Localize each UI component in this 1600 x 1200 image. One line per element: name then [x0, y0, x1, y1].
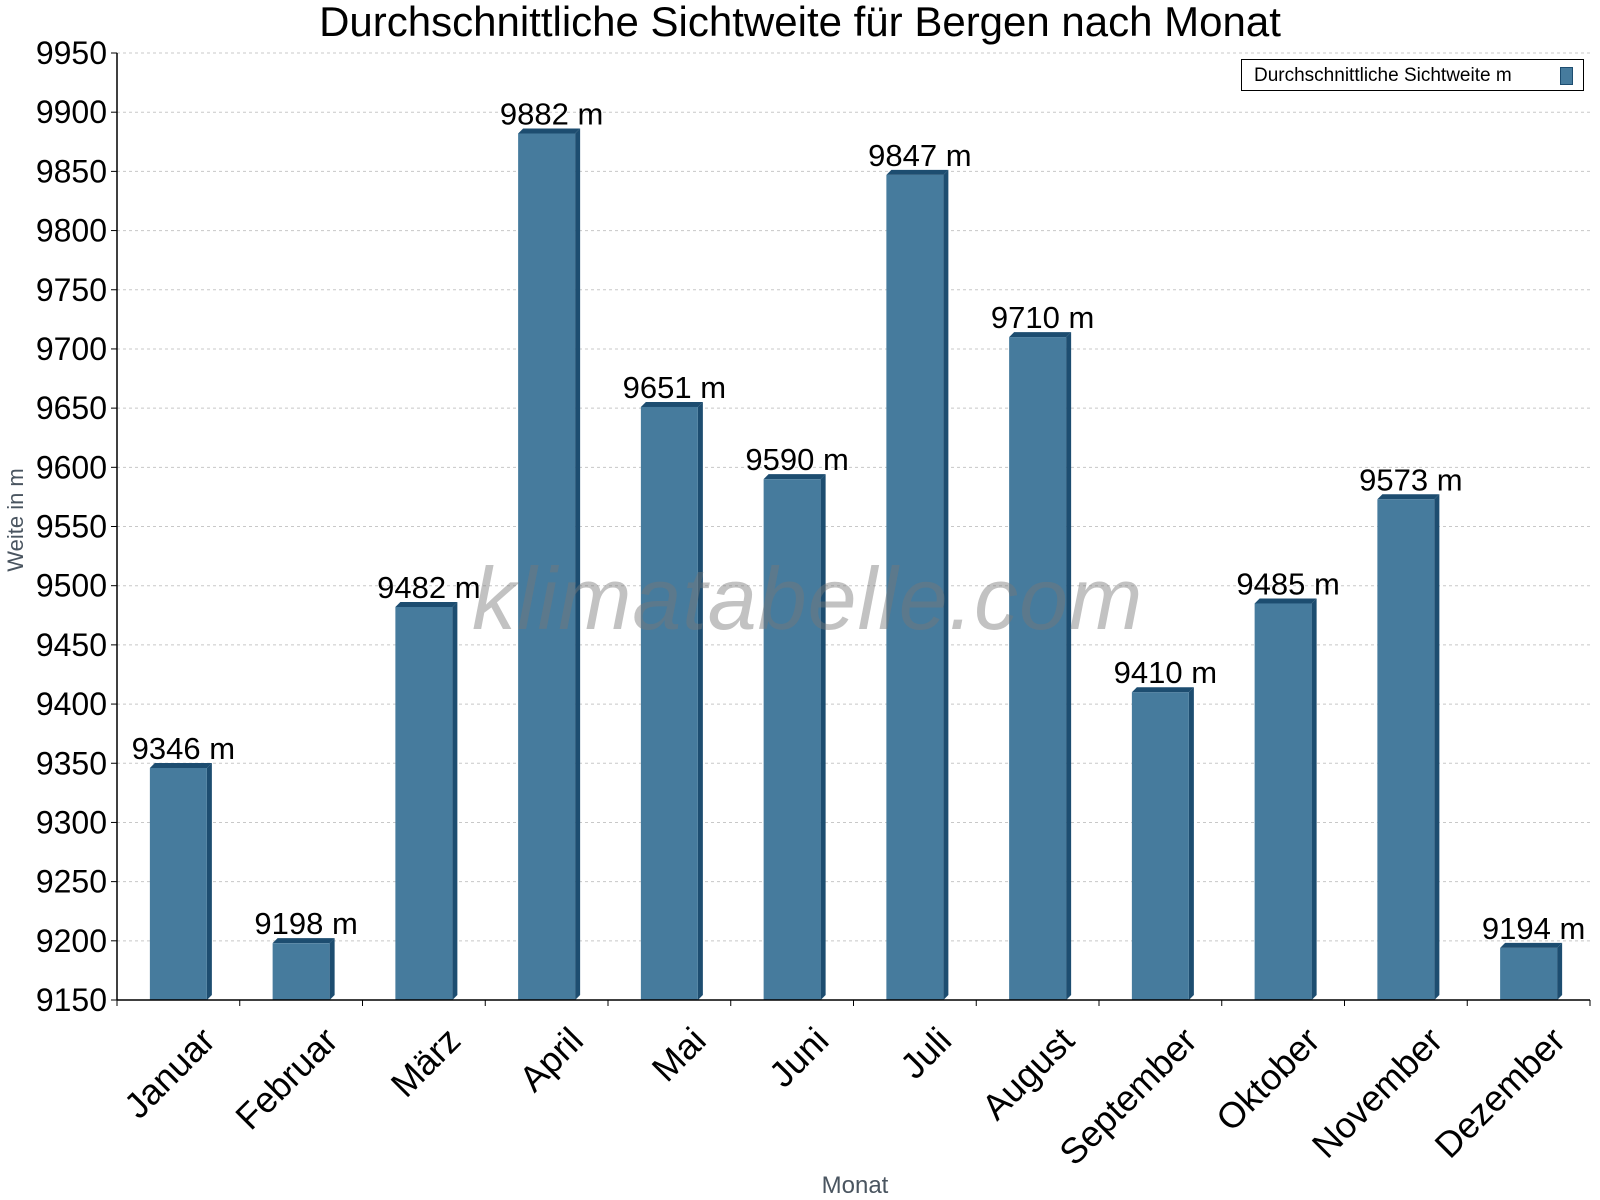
bar-top	[886, 169, 949, 175]
bar-side	[575, 128, 581, 1000]
bar	[1500, 947, 1558, 1000]
bar-side	[697, 401, 703, 1000]
y-tick-label: 9850	[36, 153, 107, 189]
bar-top	[272, 938, 335, 944]
data-label: 9410 m	[1114, 655, 1217, 690]
y-tick-label: 9550	[36, 509, 107, 545]
bar	[272, 943, 330, 1000]
bar-top	[640, 401, 703, 407]
bar-side	[1066, 332, 1072, 1001]
chart-title: Durchschnittliche Sichtweite für Bergen …	[319, 0, 1281, 45]
y-tick-label: 9900	[36, 94, 107, 130]
bar	[1254, 603, 1312, 1000]
bar-side	[1557, 942, 1563, 1000]
y-tick-label: 9150	[36, 982, 107, 1018]
y-tick-label: 9200	[36, 923, 107, 959]
bar-side	[820, 474, 826, 1000]
y-tick-label: 9400	[36, 686, 107, 722]
data-label: 9346 m	[132, 731, 235, 766]
x-tick-label: November	[1304, 1019, 1450, 1165]
y-tick-label: 9950	[36, 35, 107, 71]
x-axis-label: Monat	[821, 1172, 889, 1199]
bar	[1009, 337, 1067, 1001]
y-tick-label: 9800	[36, 213, 107, 249]
y-tick-label: 9600	[36, 449, 107, 485]
legend-swatch	[1560, 67, 1573, 85]
x-tick-label: Januar	[116, 1019, 223, 1126]
bar-side	[452, 601, 458, 1000]
bar-top	[1131, 687, 1194, 693]
bar	[640, 406, 698, 1000]
x-tick-label: März	[383, 1019, 469, 1105]
legend: Durchschnittliche Sichtweite m	[1241, 59, 1584, 91]
bar-top	[395, 601, 458, 607]
x-tick-label: April	[511, 1019, 591, 1099]
bar-top	[149, 762, 212, 768]
bar	[886, 174, 944, 1000]
x-tick-label: Juni	[761, 1019, 837, 1095]
bar-side	[1188, 687, 1194, 1000]
y-axis-label: Weite in m	[3, 468, 28, 572]
bar-top	[1009, 332, 1072, 338]
bar	[395, 606, 453, 1000]
bar	[1131, 692, 1189, 1000]
data-label: 9482 m	[377, 570, 480, 605]
bar-side	[943, 169, 949, 1000]
data-label: 9194 m	[1482, 911, 1585, 946]
bar	[518, 133, 576, 1000]
data-label: 9882 m	[500, 96, 603, 131]
x-tick-label: Februar	[227, 1019, 345, 1137]
legend-label: Durchschnittliche Sichtweite m	[1254, 65, 1512, 86]
y-tick-label: 9700	[36, 331, 107, 367]
y-tick-label: 9450	[36, 627, 107, 663]
y-tick-label: 9300	[36, 804, 107, 840]
y-tick-label: 9650	[36, 390, 107, 426]
bar-top	[1500, 942, 1563, 948]
data-label: 9710 m	[991, 300, 1094, 335]
bar-top	[518, 128, 581, 134]
bar-side	[1434, 494, 1440, 1000]
data-label: 9847 m	[868, 138, 971, 173]
data-label: 9590 m	[745, 442, 848, 477]
y-tick-label: 9500	[36, 568, 107, 604]
bar	[149, 767, 207, 1000]
bar-top	[1377, 494, 1440, 500]
data-label: 9651 m	[623, 370, 726, 405]
bar	[1377, 499, 1435, 1000]
data-label: 9573 m	[1359, 462, 1462, 497]
bar-side	[206, 762, 212, 1000]
watermark: klimatabelle.com	[472, 549, 1144, 648]
y-tick-label: 9350	[36, 745, 107, 781]
data-label: 9198 m	[254, 906, 357, 941]
y-tick-label: 9250	[36, 864, 107, 900]
y-tick-label: 9750	[36, 272, 107, 308]
x-tick-label: Oktober	[1208, 1019, 1328, 1139]
bar-side	[1311, 598, 1317, 1000]
data-label: 9485 m	[1236, 566, 1339, 601]
x-tick-label: Juli	[892, 1019, 959, 1086]
x-tick-label: Dezember	[1427, 1019, 1573, 1165]
bar-top	[1254, 598, 1317, 604]
x-tick-label: August	[974, 1019, 1082, 1127]
bar	[763, 479, 821, 1000]
x-tick-label: Mai	[644, 1019, 714, 1089]
bar-top	[763, 474, 826, 480]
bar-side	[329, 938, 335, 1000]
